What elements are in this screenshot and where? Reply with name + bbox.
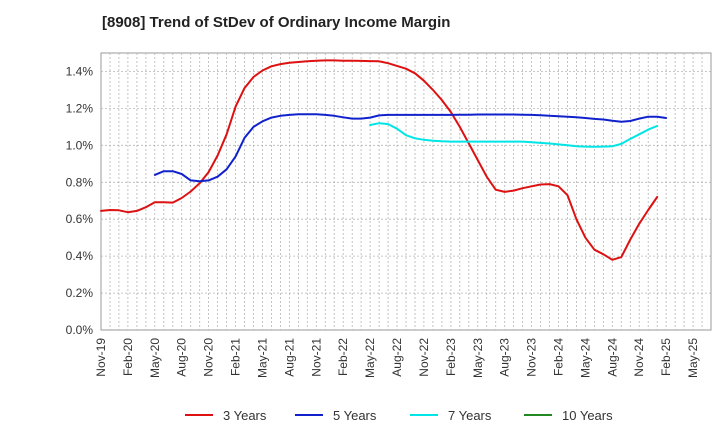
x-tick-label: Nov-20 [202,338,216,377]
x-tick-label: Aug-22 [390,338,404,377]
y-tick-label: 0.0% [66,323,94,337]
x-tick-label: May-24 [578,338,592,378]
x-tick-label: Nov-19 [94,338,108,377]
legend-label-10-years: 10 Years [562,408,613,423]
series-lines [100,59,668,261]
y-axis: 0.0% 0.2% 0.4% 0.6% 0.8% 1.0% 1.2% 1.4% [66,65,94,338]
legend-label-5-years: 5 Years [333,408,377,423]
x-tick-label: Nov-21 [309,338,323,377]
y-tick-label: 0.6% [66,212,94,226]
y-tick-label: 1.2% [66,101,94,115]
series-line-5-years [153,113,668,183]
x-tick-label: May-22 [363,338,377,378]
y-tick-label: 0.8% [66,175,94,189]
x-tick-label: Aug-21 [282,338,296,377]
plot-area [100,52,712,331]
x-tick-label: Nov-24 [632,338,646,377]
x-tick-label: Aug-24 [605,338,619,377]
legend-label-3-years: 3 Years [223,408,267,423]
x-tick-label: Nov-22 [417,338,431,377]
x-tick-label: May-25 [686,338,700,378]
x-tick-label: Feb-22 [336,338,350,376]
y-tick-label: 0.2% [66,286,94,300]
x-tick-label: Feb-24 [552,338,566,376]
y-tick-label: 1.0% [66,138,94,152]
x-tick-label: Feb-21 [229,338,243,376]
x-tick-label: May-20 [148,338,162,378]
y-tick-label: 0.4% [66,249,94,263]
x-tick-label: May-23 [471,338,485,378]
x-tick-label: May-21 [256,338,270,378]
legend-label-7-years: 7 Years [448,408,492,423]
x-tick-label: Nov-23 [525,338,539,377]
chart-title: [8908] Trend of StDev of Ordinary Income… [102,14,451,31]
y-tick-label: 1.4% [66,65,94,79]
x-tick-label: Aug-23 [498,338,512,377]
x-axis: Nov-19 Feb-20 May-20 Aug-20 Nov-20 Feb-21 May-… [94,338,700,378]
series-line-7-years [369,122,659,148]
x-tick-label: Feb-23 [444,338,458,376]
x-tick-label: Feb-20 [121,338,135,376]
legend: 3 Years 5 Years 7 Years 10 Years [185,408,613,423]
grid-lines [101,53,711,330]
x-tick-label: Aug-20 [175,338,189,377]
x-tick-label: Feb-25 [659,338,673,376]
series-line-3-years [100,59,659,261]
